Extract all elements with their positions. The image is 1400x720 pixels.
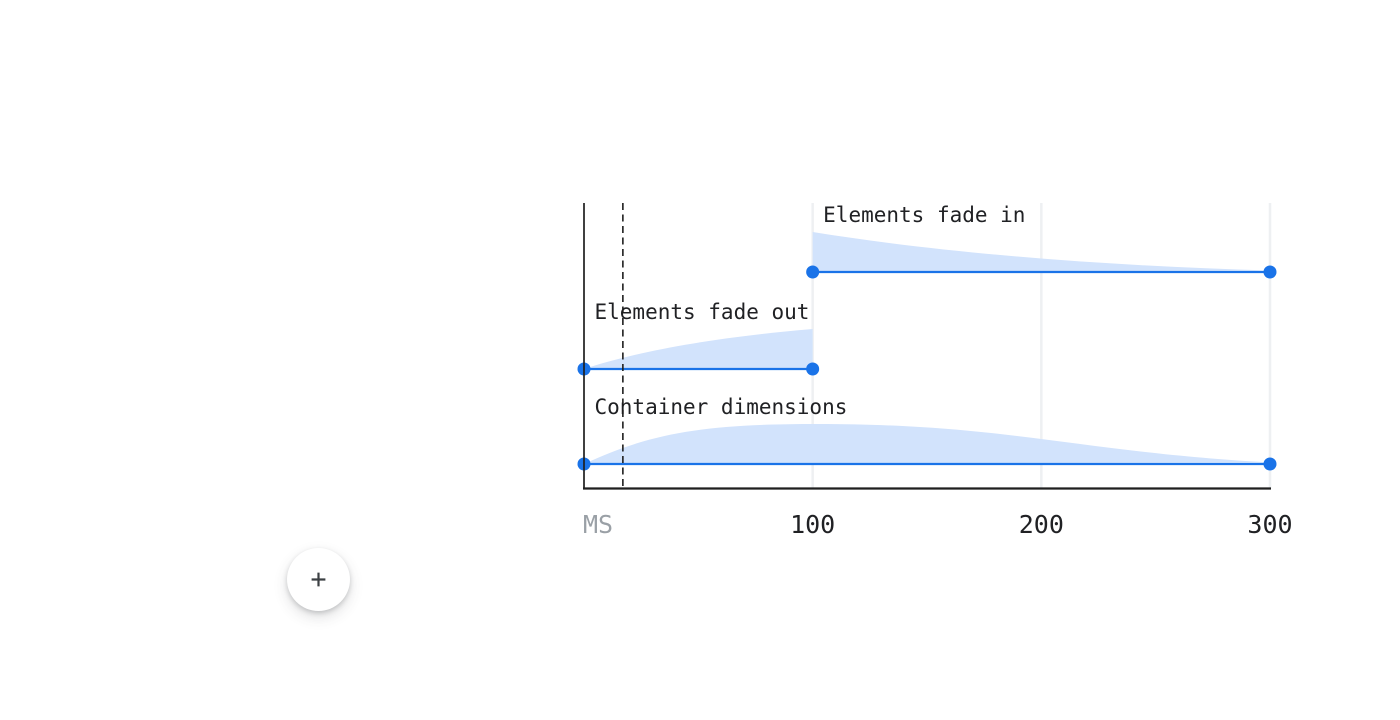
track-start-dot	[806, 265, 820, 279]
tick-label-200: 200	[1019, 510, 1064, 539]
track-label: Elements fade out	[595, 300, 810, 324]
tick-label-300: 300	[1247, 510, 1292, 539]
track-label: Container dimensions	[595, 395, 848, 419]
track-elements-fade-in: Elements fade in	[806, 203, 1277, 279]
track-end-dot	[1263, 265, 1277, 279]
tick-label-100: 100	[790, 510, 835, 539]
plus-icon	[311, 572, 326, 587]
track-end-dot	[806, 362, 820, 376]
easing-curve-fill	[584, 329, 813, 369]
track-elements-fade-out: Elements fade out	[577, 300, 820, 376]
easing-curve-fill	[584, 424, 1270, 464]
track-end-dot	[1263, 457, 1277, 471]
track-label: Elements fade in	[823, 203, 1025, 227]
axis-unit-label: MS	[583, 510, 613, 539]
track-container-dimensions: Container dimensions	[577, 395, 1277, 471]
easing-curve-fill	[812, 232, 1270, 272]
fab-add-button[interactable]	[287, 548, 350, 611]
